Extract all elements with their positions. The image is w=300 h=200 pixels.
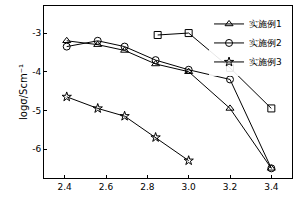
- svg-text:2.8: 2.8: [140, 182, 155, 192]
- svg-text:2.4: 2.4: [58, 182, 73, 192]
- svg-text:-4: -4: [32, 67, 41, 77]
- svg-text:实施例1: 实施例1: [249, 19, 282, 29]
- svg-text:-5: -5: [32, 106, 41, 116]
- svg-text:实施例2: 实施例2: [249, 38, 282, 48]
- svg-text:2.6: 2.6: [99, 182, 114, 192]
- svg-text:3.0: 3.0: [182, 182, 197, 192]
- svg-text:logσ/Scm⁻¹: logσ/Scm⁻¹: [18, 64, 29, 120]
- svg-text:-3: -3: [32, 28, 41, 38]
- svg-text:3.2: 3.2: [223, 182, 237, 192]
- svg-text:-6: -6: [32, 144, 41, 154]
- svg-text:3.4: 3.4: [264, 182, 279, 192]
- svg-text:实施例3: 实施例3: [249, 57, 282, 67]
